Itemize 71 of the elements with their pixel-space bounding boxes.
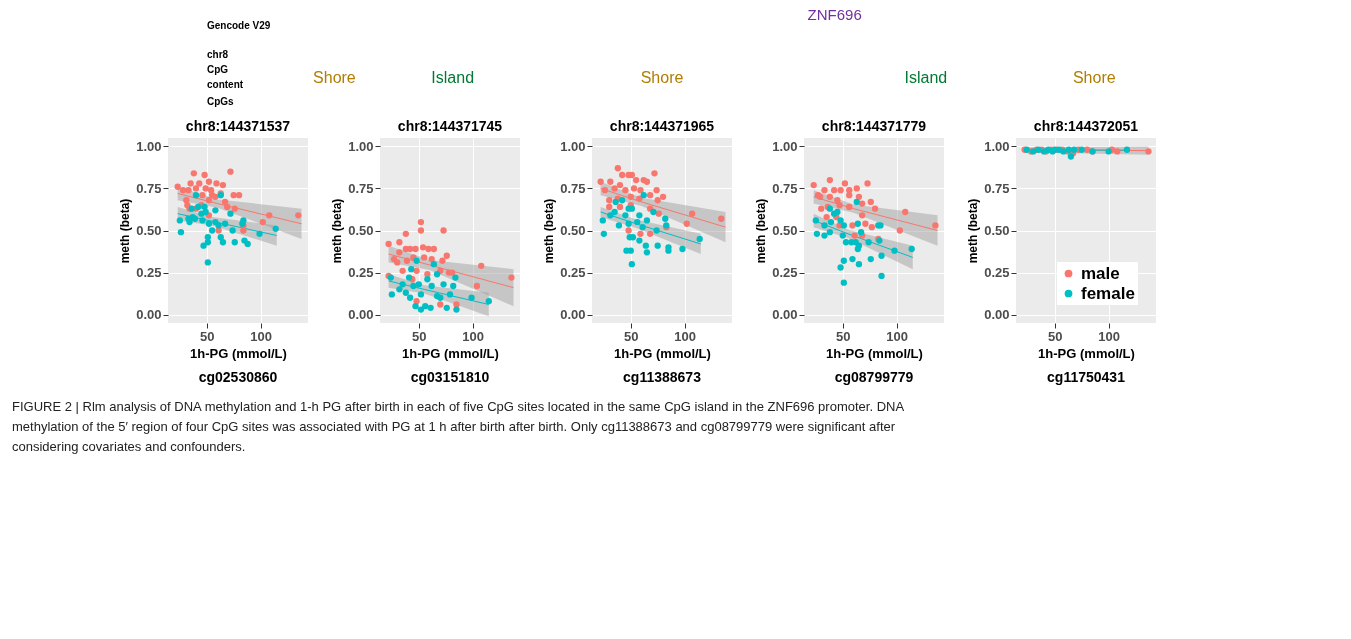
text: CpG	[207, 64, 229, 76]
text: Shore	[313, 68, 356, 86]
text: chr8	[207, 48, 229, 60]
y-axis-title: meth (beta)	[330, 198, 345, 264]
y-tick-label: 0.50	[348, 223, 374, 238]
chart-title: chr8:144371965	[609, 118, 715, 134]
x-axis-title: 1h-PG (mmol/L)	[402, 345, 499, 361]
y-tick-label: 0.00	[560, 307, 586, 323]
x-tick-label: 100	[462, 328, 484, 344]
y-tick-label: 1.00	[984, 138, 1010, 154]
x-axis-title: 1h-PG (mmol/L)	[1038, 345, 1135, 361]
y-tick-label: 1.00	[772, 138, 798, 154]
x-tick-label: 50	[836, 328, 851, 344]
y-tick-label: 0.50	[560, 223, 586, 238]
text: Gencode V29	[207, 20, 271, 32]
y-tick-label: 0.50	[136, 223, 162, 238]
y-tick-label: 0.75	[348, 180, 374, 196]
text: cg11388673	[623, 369, 702, 385]
text: cg03151810	[410, 369, 490, 385]
y-tick-label: 0.25	[984, 265, 1010, 281]
x-axis-title: 1h-PG (mmol/L)	[190, 345, 287, 361]
y-tick-label: 0.00	[772, 307, 798, 323]
y-axis-title: meth (beta)	[966, 198, 981, 264]
y-tick-label: 0.25	[772, 265, 798, 281]
y-tick-label: 0.75	[560, 180, 586, 196]
text: cg02530860	[198, 369, 278, 385]
y-axis-title: meth (beta)	[118, 198, 133, 264]
y-axis-title: meth (beta)	[542, 198, 557, 264]
y-tick-label: 0.25	[348, 265, 374, 281]
text: Island	[904, 68, 948, 86]
text: Shore	[640, 68, 684, 86]
y-tick-label: 0.25	[136, 265, 162, 281]
y-tick-label: 0.25	[560, 265, 586, 281]
x-tick-label: 50	[624, 328, 639, 344]
x-tick-label: 100	[886, 328, 908, 344]
legend-label: female	[1081, 283, 1135, 303]
y-axis-title: meth (beta)	[754, 198, 769, 264]
y-tick-label: 1.00	[560, 138, 586, 154]
y-tick-label: 0.75	[136, 180, 162, 196]
x-tick-label: 100	[1098, 328, 1120, 344]
text: considering covariates and confounders.	[12, 439, 246, 455]
text: cg08799779	[834, 369, 914, 385]
chart-title: chr8:144371745	[397, 118, 503, 134]
caption: FIGURE 2 | Rlm analysis of DNA methylation and 1-h PG after birth in each of five CpG sites located in the same CpG island in the ZNF696 promoter. DNA	[12, 399, 905, 415]
legend-label: male	[1081, 263, 1120, 283]
y-tick-label: 1.00	[348, 138, 374, 154]
x-tick-label: 50	[1048, 328, 1063, 344]
y-tick-label: 0.50	[772, 223, 798, 238]
text: Shore	[1072, 68, 1116, 86]
x-tick-label: 50	[412, 328, 427, 344]
y-tick-label: 0.00	[348, 307, 374, 323]
x-tick-label: 50	[200, 328, 215, 344]
chart-title: chr8:144371537	[185, 118, 291, 134]
y-tick-label: 0.75	[772, 180, 798, 196]
text: cg11750431	[1047, 369, 1126, 385]
text: CpGs	[207, 96, 235, 108]
chart-title: chr8:144372051	[1033, 118, 1139, 134]
chart-title: chr8:144371779	[821, 118, 927, 134]
y-tick-label: 0.00	[136, 307, 162, 323]
text: content	[207, 79, 244, 91]
text: Island	[431, 68, 475, 86]
y-tick-label: 0.00	[984, 307, 1010, 323]
x-axis-title: 1h-PG (mmol/L)	[826, 345, 923, 361]
x-tick-label: 100	[674, 328, 696, 344]
x-axis-title: 1h-PG (mmol/L)	[614, 345, 711, 361]
text: ZNF696	[807, 6, 862, 23]
y-tick-label: 0.75	[984, 180, 1010, 196]
x-tick-label: 100	[250, 328, 272, 344]
text: methylation of the 5′ region of four CpG sites was associated with PG at 1 h after birth after birth. Only cg11388673 and cg08799779 were significant after	[12, 419, 896, 435]
y-tick-label: 0.50	[984, 223, 1010, 238]
y-tick-label: 1.00	[136, 138, 162, 154]
